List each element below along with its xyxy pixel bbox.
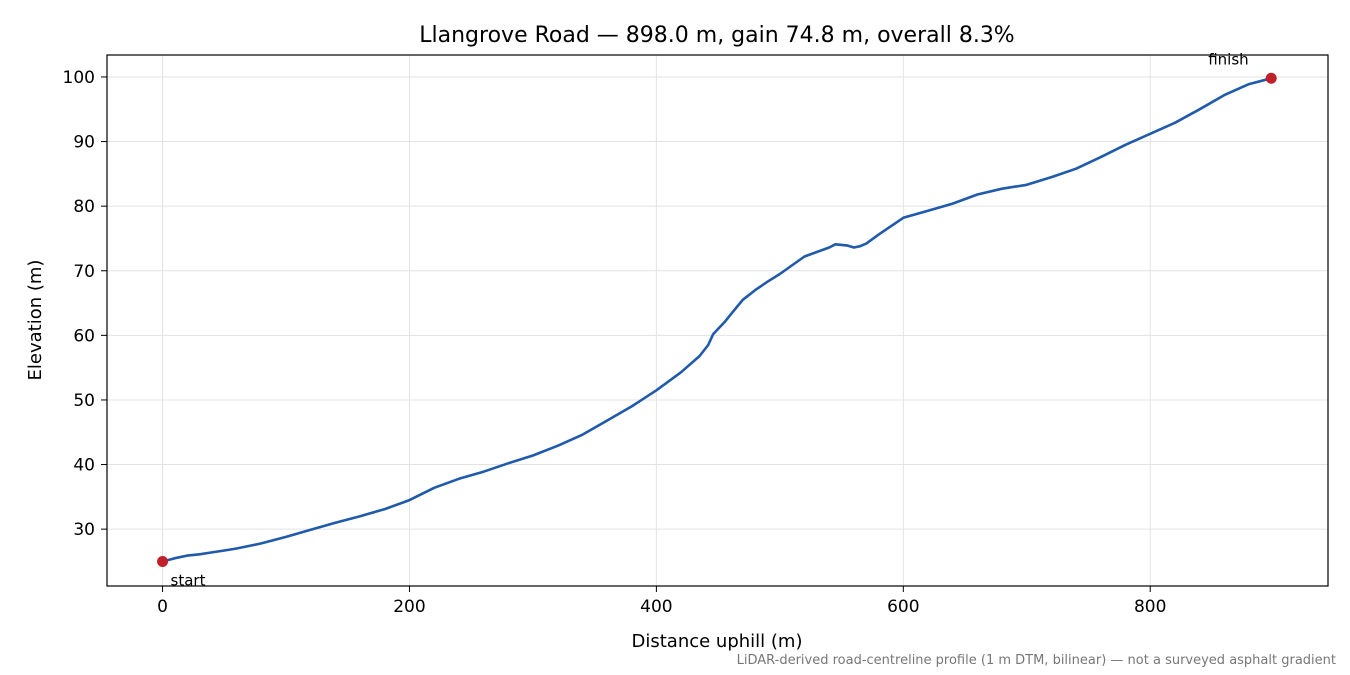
y-tick-label: 90 <box>73 133 95 153</box>
x-axis-label: Distance uphill (m) <box>632 631 803 652</box>
grid-layer <box>107 55 1328 586</box>
x-tick-label: 800 <box>1134 597 1166 617</box>
x-tick-label: 400 <box>640 597 672 617</box>
tick-layer: 0 200 400 600 800 30 40 50 60 70 80 90 100 <box>63 68 1167 617</box>
y-tick-label: 60 <box>73 326 95 346</box>
y-tick-label: 80 <box>73 197 95 217</box>
finish-label: finish <box>1208 50 1248 68</box>
y-tick-label: 50 <box>73 391 95 411</box>
y-tick-label: 40 <box>73 456 95 476</box>
footnote: LiDAR-derived road-centreline profile (1… <box>737 653 1336 668</box>
x-tick-label: 200 <box>393 597 425 617</box>
elevation-line <box>161 77 1273 563</box>
y-tick-label: 30 <box>73 520 95 540</box>
chart-title: Llangrove Road — 898.0 m, gain 74.8 m, o… <box>419 23 1014 48</box>
y-tick-label: 70 <box>73 262 95 282</box>
plot-frame <box>106 54 1329 587</box>
start-marker <box>157 555 169 567</box>
x-tick-label: 0 <box>157 597 168 617</box>
finish-marker <box>1265 72 1277 84</box>
series-layer <box>161 77 1273 563</box>
y-axis-label: Elevation (m) <box>25 260 46 381</box>
x-tick-label: 600 <box>887 597 919 617</box>
start-label: start <box>171 571 206 589</box>
y-tick-label: 100 <box>63 68 95 88</box>
